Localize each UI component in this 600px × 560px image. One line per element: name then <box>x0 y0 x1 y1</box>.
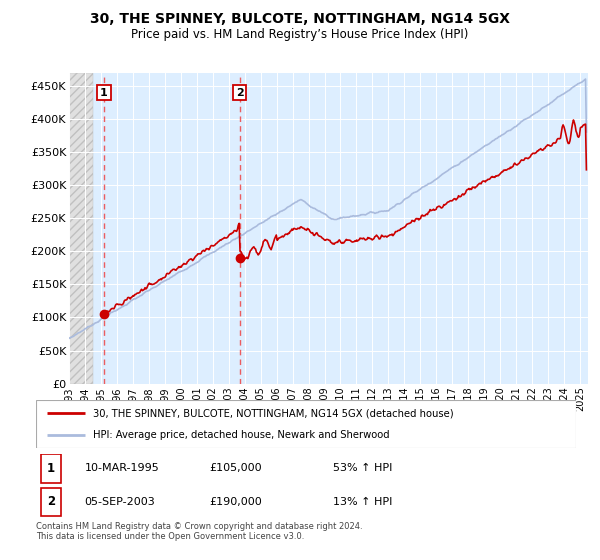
Text: 1: 1 <box>47 462 55 475</box>
Text: 13% ↑ HPI: 13% ↑ HPI <box>333 497 392 507</box>
Text: 30, THE SPINNEY, BULCOTE, NOTTINGHAM, NG14 5GX (detached house): 30, THE SPINNEY, BULCOTE, NOTTINGHAM, NG… <box>92 408 454 418</box>
Text: HPI: Average price, detached house, Newark and Sherwood: HPI: Average price, detached house, Newa… <box>92 430 389 440</box>
Text: 1: 1 <box>100 87 108 97</box>
FancyBboxPatch shape <box>41 454 61 483</box>
Text: £105,000: £105,000 <box>209 464 262 473</box>
Text: 2: 2 <box>236 87 244 97</box>
Bar <box>69 73 93 384</box>
Text: £190,000: £190,000 <box>209 497 262 507</box>
Text: 2: 2 <box>47 496 55 508</box>
Text: Price paid vs. HM Land Registry’s House Price Index (HPI): Price paid vs. HM Land Registry’s House … <box>131 28 469 41</box>
Text: 53% ↑ HPI: 53% ↑ HPI <box>333 464 392 473</box>
Text: 30, THE SPINNEY, BULCOTE, NOTTINGHAM, NG14 5GX: 30, THE SPINNEY, BULCOTE, NOTTINGHAM, NG… <box>90 12 510 26</box>
FancyBboxPatch shape <box>41 488 61 516</box>
Text: Contains HM Land Registry data © Crown copyright and database right 2024.
This d: Contains HM Land Registry data © Crown c… <box>36 522 362 542</box>
Text: 10-MAR-1995: 10-MAR-1995 <box>85 464 160 473</box>
FancyBboxPatch shape <box>36 400 576 448</box>
Text: 05-SEP-2003: 05-SEP-2003 <box>85 497 155 507</box>
